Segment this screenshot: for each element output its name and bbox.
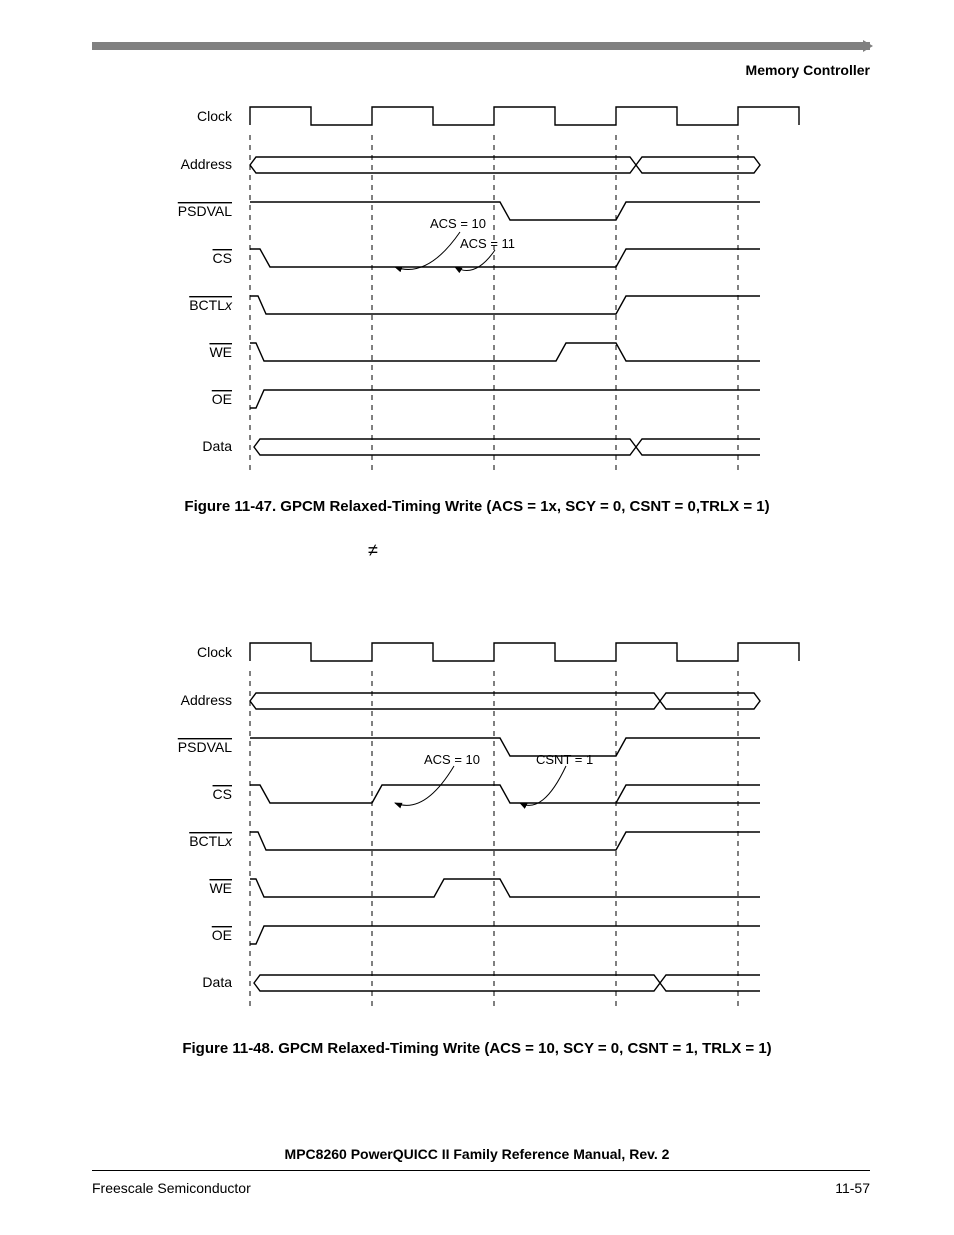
bus-segment bbox=[636, 439, 760, 455]
page: Memory Controller Clock Address PSDVAL CS BC… bbox=[0, 0, 954, 1235]
signal-label-bctlx: BCTLx bbox=[189, 833, 233, 849]
bus-segment bbox=[250, 693, 660, 709]
bus-segment bbox=[254, 975, 660, 991]
signal-label-cs: CS bbox=[213, 786, 232, 802]
annotation-text: ACS = 10 bbox=[424, 752, 480, 767]
signal-waveform-oe bbox=[250, 926, 760, 944]
signal-label-data: Data bbox=[202, 974, 232, 990]
signal-waveform-oe bbox=[250, 390, 760, 408]
not-equal-symbol: ≠ bbox=[368, 540, 378, 561]
signal-label-oe: OE bbox=[212, 927, 232, 943]
signal-waveform-psdval bbox=[250, 738, 760, 756]
manual-title: MPC8260 PowerQUICC II Family Reference M… bbox=[0, 1146, 954, 1162]
clock-waveform bbox=[250, 643, 799, 661]
footer-vendor: Freescale Semiconductor bbox=[92, 1180, 251, 1196]
signal-label-clock: Clock bbox=[197, 644, 233, 660]
bus-segment bbox=[660, 975, 760, 991]
signal-label-we: WE bbox=[209, 344, 232, 360]
figure-caption-1: Figure 11-47. GPCM Relaxed-Timing Write … bbox=[0, 498, 954, 515]
signal-waveform-bctlx bbox=[250, 832, 760, 850]
timing-diagram-2: Clock Address PSDVAL CS BCTLx WE OE Data ACS = 1… bbox=[0, 636, 954, 1026]
signal-label-clock: Clock bbox=[197, 108, 233, 124]
signal-label-address: Address bbox=[181, 156, 232, 172]
timing-svg: Clock Address PSDVAL CS BCTLx WE OE Data ACS = 1… bbox=[0, 100, 954, 490]
annotation-arrow bbox=[520, 766, 566, 805]
signal-label-oe: OE bbox=[212, 391, 232, 407]
signal-waveform-cs bbox=[250, 249, 760, 267]
signal-label-bctlx: BCTLx bbox=[189, 297, 233, 313]
signal-waveform-bctlx bbox=[250, 296, 760, 314]
timing-svg: Clock Address PSDVAL CS BCTLx WE OE Data ACS = 1… bbox=[0, 636, 954, 1026]
annotation-text: CSNT = 1 bbox=[536, 752, 593, 767]
signal-waveform-we bbox=[250, 343, 760, 361]
signal-label-psdval: PSDVAL bbox=[178, 739, 232, 755]
bus-segment bbox=[250, 157, 636, 173]
signal-label-address: Address bbox=[181, 692, 232, 708]
bus-segment bbox=[636, 157, 760, 173]
annotation-arrow bbox=[395, 232, 460, 269]
header-rule bbox=[92, 42, 870, 50]
annotation-text: ACS = 11 bbox=[460, 236, 515, 251]
clock-waveform bbox=[250, 107, 799, 125]
page-number: 11-57 bbox=[835, 1180, 870, 1196]
section-title: Memory Controller bbox=[746, 62, 870, 78]
signal-waveform-we bbox=[250, 879, 760, 897]
signal-waveform-cs bbox=[250, 785, 760, 803]
signal-label-cs: CS bbox=[213, 250, 232, 266]
bus-segment bbox=[254, 439, 636, 455]
figure-caption-2: Figure 11-48. GPCM Relaxed-Timing Write … bbox=[0, 1040, 954, 1057]
bus-segment bbox=[660, 693, 760, 709]
signal-waveform-psdval bbox=[250, 202, 760, 220]
signal-label-psdval: PSDVAL bbox=[178, 203, 232, 219]
timing-diagram-1: Clock Address PSDVAL CS BCTLx WE OE Data ACS = 1… bbox=[0, 100, 954, 490]
signal-label-we: WE bbox=[209, 880, 232, 896]
signal-label-data: Data bbox=[202, 438, 232, 454]
annotation-text: ACS = 10 bbox=[430, 216, 486, 231]
footer-rule bbox=[92, 1170, 870, 1171]
